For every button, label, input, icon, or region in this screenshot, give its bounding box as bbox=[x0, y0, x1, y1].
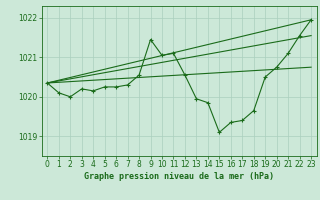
X-axis label: Graphe pression niveau de la mer (hPa): Graphe pression niveau de la mer (hPa) bbox=[84, 172, 274, 181]
